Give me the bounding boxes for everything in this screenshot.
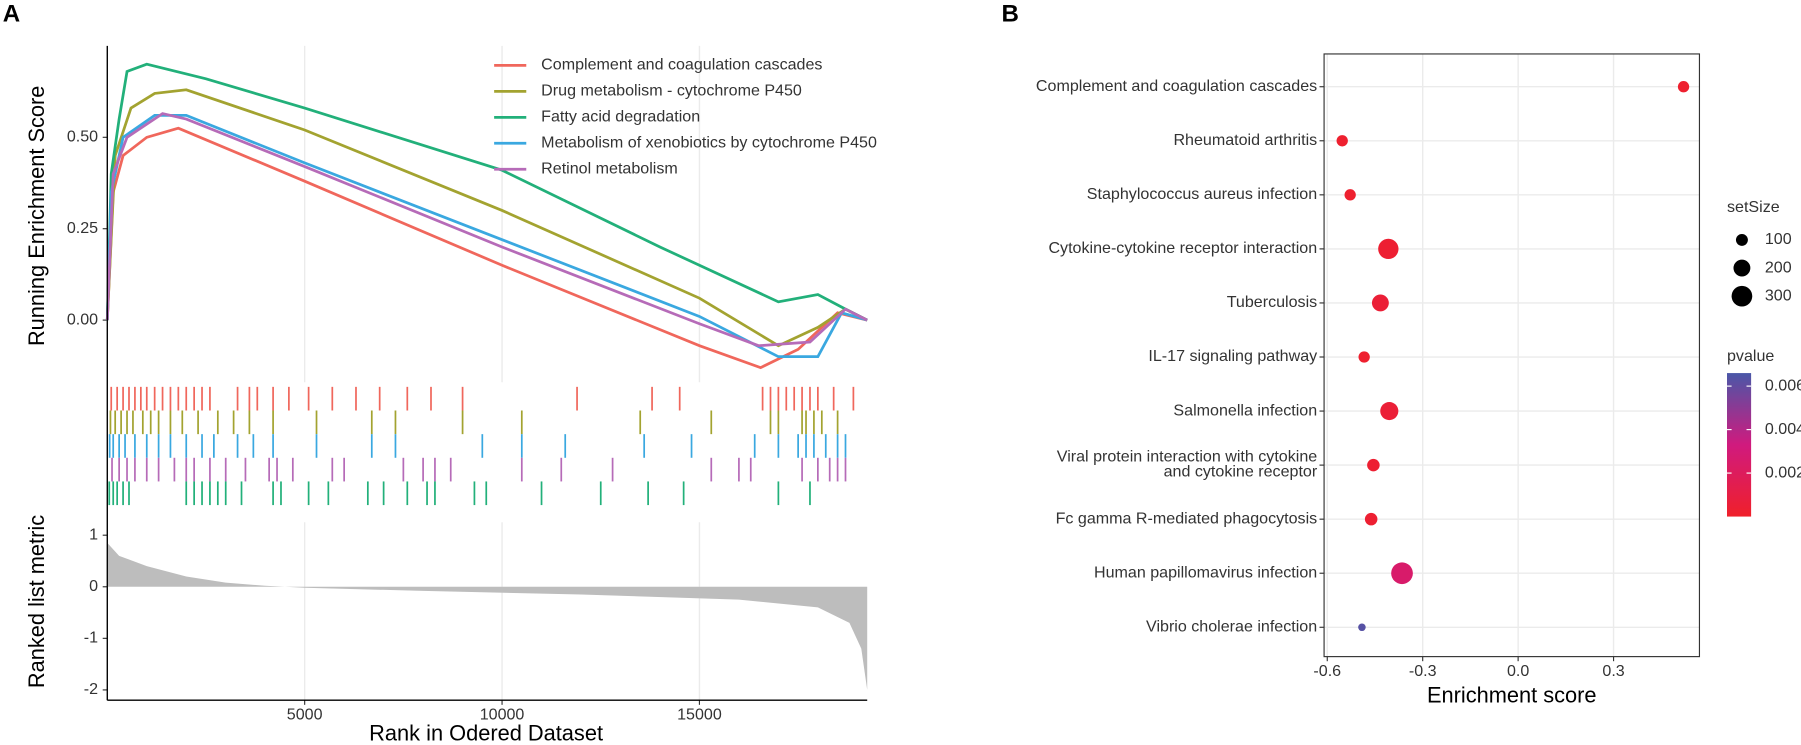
- y-tick-label: Salmonella infection: [1173, 401, 1317, 419]
- x-axis-title: Enrichment score: [1427, 683, 1597, 708]
- y-tick-label: Viral protein interaction with cytokine a…: [1057, 448, 1318, 481]
- x-tick-label: 5000: [287, 705, 323, 723]
- y-tick-label: Cytokine-cytokine receptor interaction: [1048, 239, 1317, 257]
- dot: [1336, 135, 1348, 147]
- y-tick-label: Human papillomavirus infection: [1094, 563, 1317, 581]
- legend-label: Complement and coagulation cascades: [541, 56, 822, 74]
- colorbar: [1727, 373, 1752, 517]
- y-tick-label: Fc gamma R-mediated phagocytosis: [1056, 509, 1318, 527]
- panel-label: A: [3, 0, 20, 27]
- enrichment-line: [105, 112, 868, 348]
- x-tick-label: 15000: [677, 705, 722, 723]
- enrichment-line: [105, 88, 868, 348]
- legend-label: 0.006: [1765, 376, 1801, 394]
- enrichment-line: [105, 62, 868, 322]
- dot: [1378, 238, 1399, 260]
- y-tick-label: Vibrio cholerae infection: [1146, 618, 1317, 636]
- y-tick-label: 0.50: [67, 128, 98, 146]
- y-tick-label: 0: [89, 577, 98, 595]
- y-tick-label: -1: [84, 629, 98, 647]
- x-tick-label: 10000: [480, 705, 525, 723]
- y-tick-label: 1: [89, 525, 98, 543]
- dot: [1358, 623, 1366, 632]
- x-tick-label: -0.3: [1409, 662, 1437, 680]
- legend-label: 0.004: [1765, 420, 1801, 438]
- dot: [1371, 294, 1389, 312]
- x-tick-label: -0.6: [1313, 662, 1341, 680]
- dot: [1391, 562, 1413, 585]
- y-tick-label: 0.00: [67, 310, 98, 328]
- dot: [1358, 351, 1370, 363]
- y-axis-title: Ranked list metric: [24, 515, 49, 688]
- legend-label: Drug metabolism - cytochrome P450: [541, 82, 802, 100]
- legend-title: setSize: [1727, 198, 1780, 216]
- legend-dot: [1731, 285, 1753, 307]
- y-tick-label: Staphylococcus aureus infection: [1087, 185, 1317, 203]
- legend-label: 100: [1765, 230, 1792, 248]
- legend-dot: [1733, 259, 1751, 277]
- y-tick-label: 0.25: [67, 219, 98, 237]
- legend-label: 200: [1765, 258, 1792, 276]
- y-tick-label: IL-17 signaling pathway: [1148, 347, 1317, 365]
- legend-title: pvalue: [1727, 347, 1774, 365]
- panel-label: B: [1002, 0, 1019, 27]
- dot: [1677, 81, 1690, 93]
- plot-frame: [1323, 53, 1701, 658]
- metric-area: [107, 542, 868, 690]
- x-tick-label: 0.0: [1507, 662, 1529, 680]
- enrichment-line: [105, 114, 868, 359]
- legend-label: 0.002: [1765, 463, 1801, 481]
- legend-label: Fatty acid degradation: [541, 108, 700, 126]
- legend-label: 300: [1765, 286, 1792, 304]
- dot: [1367, 458, 1380, 472]
- dot: [1344, 189, 1356, 201]
- legend-label: Retinol metabolism: [541, 159, 678, 177]
- y-tick-label: -2: [84, 680, 98, 698]
- x-tick-label: 0.3: [1602, 662, 1624, 680]
- x-axis-title: Rank in Odered Dataset: [369, 720, 603, 745]
- y-tick-label: Complement and coagulation cascades: [1036, 77, 1317, 95]
- dot: [1364, 512, 1378, 526]
- y-axis-title: Running Enrichment Score: [24, 86, 49, 347]
- legend-dot: [1735, 233, 1748, 246]
- dot: [1380, 402, 1399, 421]
- y-tick-label: Rheumatoid arthritis: [1173, 131, 1317, 149]
- legend-label: Metabolism of xenobiotics by cytochrome …: [541, 134, 877, 152]
- y-tick-label: Tuberculosis: [1227, 293, 1317, 311]
